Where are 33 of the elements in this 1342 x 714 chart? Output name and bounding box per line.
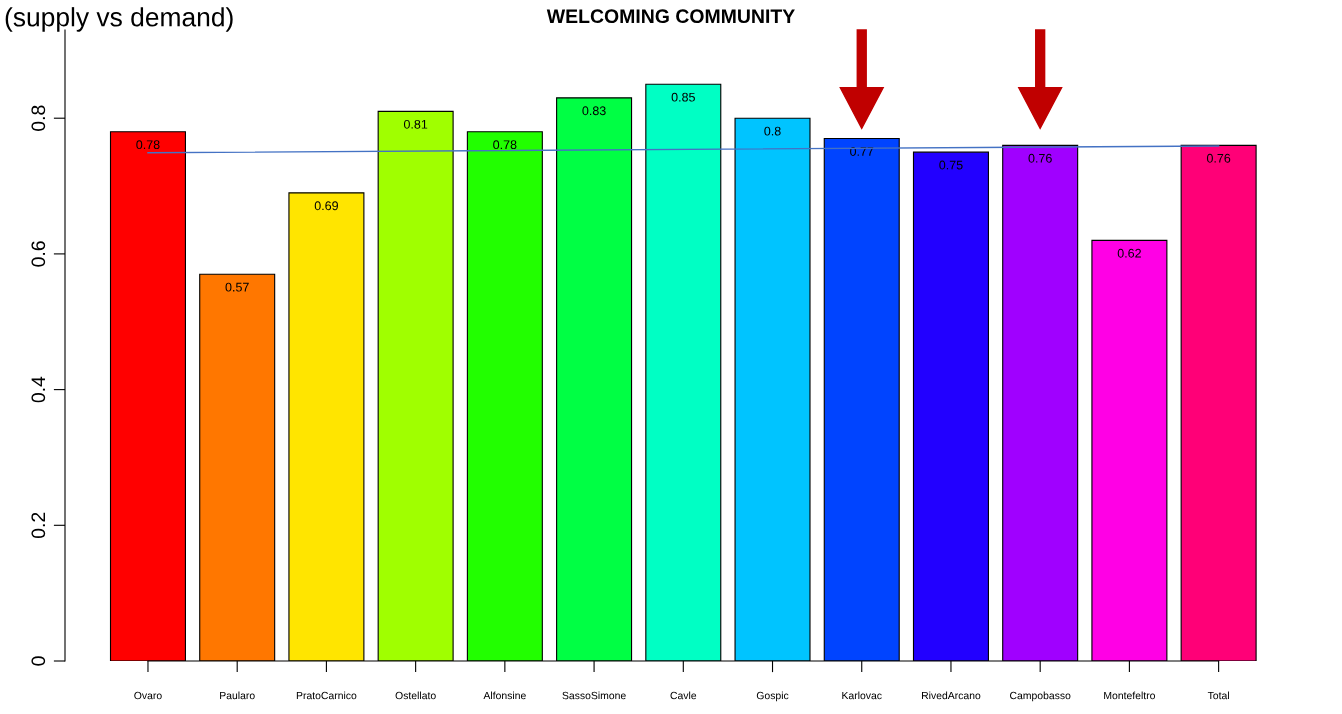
x-tick-label: Gospic bbox=[756, 691, 789, 702]
y-tick-label: 0.4 bbox=[31, 376, 46, 403]
data-label: 0.77 bbox=[850, 147, 874, 156]
x-tick-label: SassoSimone bbox=[562, 691, 626, 700]
data-label: 0.76 bbox=[1206, 153, 1231, 163]
x-tick-label: Paularo bbox=[220, 691, 255, 700]
x-tick-label: Cavle bbox=[670, 691, 697, 700]
chart-subtitle: (supply vs demand) bbox=[5, 7, 233, 32]
y-tick-label: 0.6 bbox=[31, 241, 46, 267]
y-tick-label: 0.2 bbox=[31, 512, 46, 539]
x-tick-label: Campobasso bbox=[1010, 691, 1071, 702]
data-label: 0.83 bbox=[582, 106, 606, 116]
data-label: 0.62 bbox=[1117, 248, 1141, 258]
chart-title: WELCOMING COMMUNITY bbox=[546, 9, 795, 24]
x-tick-label: Alfonsine bbox=[483, 691, 526, 700]
data-label: 0.78 bbox=[136, 140, 160, 150]
data-label: 0.78 bbox=[493, 140, 517, 150]
y-tick-label: 0 bbox=[31, 656, 46, 666]
x-tick-label: Montefeltro bbox=[1104, 691, 1156, 700]
x-tick-label: Karlovac bbox=[842, 691, 882, 700]
data-label: 0.8 bbox=[764, 126, 781, 136]
x-tick-label: RivedArcano bbox=[922, 691, 981, 700]
x-tick-label: Ovaro bbox=[134, 691, 162, 700]
data-label: 0.85 bbox=[671, 92, 695, 102]
x-tick-label: Total bbox=[1207, 691, 1229, 700]
data-label: 0.81 bbox=[403, 119, 428, 129]
data-label: 0.76 bbox=[1028, 153, 1052, 163]
x-tick-label: Ostellato bbox=[395, 691, 436, 700]
data-label: 0.57 bbox=[225, 282, 249, 292]
x-tick-label: PratoCarnico bbox=[296, 691, 357, 700]
data-label: 0.69 bbox=[314, 201, 338, 211]
y-tick-label: 0.8 bbox=[31, 105, 46, 131]
data-label: 0.75 bbox=[939, 160, 963, 170]
